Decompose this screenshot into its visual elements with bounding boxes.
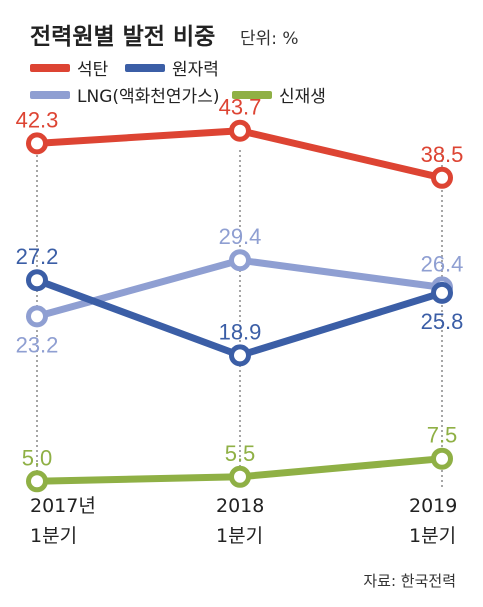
point-nuclear-0 [26,269,48,292]
legend-swatch-lng [30,91,70,99]
legend-label-coal: 석탄 [77,60,109,80]
legend-item-coal: 석탄 [30,60,109,80]
value-label-nuclear-1: 18.9 [219,319,262,344]
unit-label: 단위: % [240,29,299,49]
value-label-nuclear-0: 27.2 [16,244,59,269]
value-label-lng-1: 29.4 [219,224,262,249]
point-nuclear-1 [229,344,251,367]
value-label-renewable-0: 5.0 [22,445,53,470]
legend-swatch-coal [30,64,70,72]
value-label-coal-1: 43.7 [219,95,262,120]
point-renewable-1 [229,465,251,488]
point-nuclear-2 [431,281,453,304]
tick-quarter-0: 1분기 [30,525,77,547]
value-labels: 42.3 43.7 38.5 27.2 18.9 25.8 23.2 29.4 26.4 5.0 5… [16,95,464,471]
point-lng-0 [26,305,48,328]
tick-quarter-2: 1분기 [409,525,456,547]
tick-year-0: 2017년 [30,495,96,517]
point-coal-2 [431,166,453,189]
tick-year-1: 2018 [216,495,264,517]
value-label-coal-0: 42.3 [16,107,59,132]
legend-swatch-renewable [232,91,272,99]
point-coal-0 [26,132,48,155]
point-coal-1 [229,119,251,142]
value-label-coal-2: 38.5 [421,142,464,167]
value-label-lng-2: 26.4 [421,251,464,276]
x-axis-ticks: 2017년 1분기 2018 1분기 2019 1분기 [30,495,457,547]
source-note: 자료: 한국전력 [363,572,456,590]
point-renewable-2 [431,447,453,470]
legend-label-renewable: 신재생 [279,87,326,107]
legend-label-nuclear: 원자력 [172,60,219,80]
value-label-nuclear-2: 25.8 [421,309,464,334]
legend: 석탄 원자력 LNG(액화천연가스) 신재생 [30,60,326,107]
legend-item-nuclear: 원자력 [125,60,219,80]
chart-title: 전력원별 발전 비중 [30,24,215,50]
series-points [26,119,453,493]
legend-item-renewable: 신재생 [232,87,326,107]
point-lng-1 [229,249,251,272]
legend-item-lng: LNG(액화천연가스) [30,87,219,107]
legend-label-lng: LNG(액화천연가스) [77,87,219,107]
point-renewable-0 [26,470,48,493]
tick-quarter-1: 1분기 [216,525,263,547]
value-label-renewable-1: 5.5 [225,441,256,466]
value-label-renewable-2: 7.5 [427,423,458,448]
value-label-lng-0: 23.2 [16,332,59,357]
tick-year-2: 2019 [409,495,457,517]
legend-swatch-nuclear [125,64,165,72]
